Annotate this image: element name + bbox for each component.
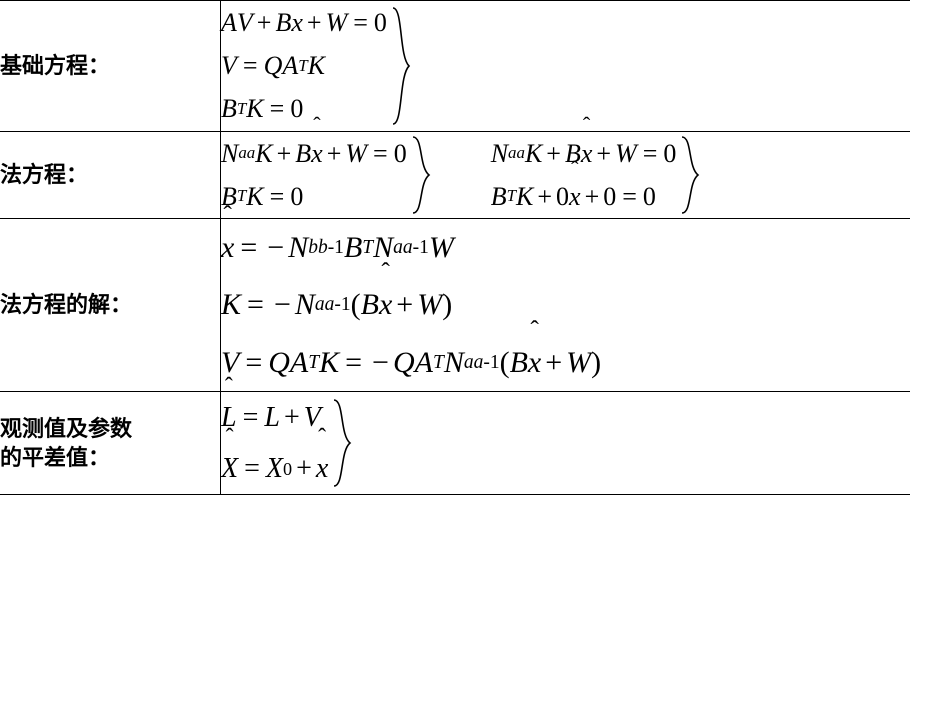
eqs-basic: AV + Bˆx + W = 0 V = QATK BTK = 0 — [221, 1, 911, 132]
row-adjusted: 观测值及参数 的平差值： ˆL = L + V ˆX = X0 + ˆx — [0, 392, 910, 495]
eq-solution-2: K = − Naa-1 (Bˆx + W) — [221, 286, 910, 324]
equation-table: 基础方程： AV + Bˆx + W = 0 V = QATK — [0, 0, 910, 495]
brace-icon — [391, 6, 411, 126]
eqs-normal: NaaK + Bˆx + W = 0 BTK = 0 — [221, 131, 911, 218]
page: 基础方程： AV + Bˆx + W = 0 V = QATK — [0, 0, 950, 713]
eq-basic-3: BTK = 0 — [221, 93, 387, 124]
eqs-solution: ˆx = − Nbb-1 BT Naa-1 W K = − Naa-1 (Bˆx… — [221, 218, 911, 392]
label-adjusted-line1: 观测值及参数 — [0, 416, 132, 441]
eq-normal-right-1: NaaK + Bˆx + W = 0 — [491, 138, 677, 169]
eq-normal-left-2: BTK = 0 — [221, 181, 407, 212]
label-solution: 法方程的解： — [0, 218, 221, 392]
label-normal-text: 法方程： — [0, 162, 88, 187]
eqs-adjusted: ˆL = L + V ˆX = X0 + ˆx — [221, 392, 911, 495]
label-normal: 法方程： — [0, 131, 221, 218]
row-basic-equation: 基础方程： AV + Bˆx + W = 0 V = QATK — [0, 1, 910, 132]
eq-basic-2: V = QATK — [221, 50, 387, 81]
eq-normal-right-2: BTK + 0ˆx + 0 = 0 — [491, 181, 677, 212]
row-normal-equation: 法方程： NaaK + Bˆx + W = 0 BTK — [0, 131, 910, 218]
label-solution-text: 法方程的解： — [0, 292, 132, 317]
eq-adjusted-2: ˆX = X0 + ˆx — [221, 451, 328, 486]
eq-basic-1: AV + Bˆx + W = 0 — [221, 7, 387, 38]
brace-icon — [680, 135, 700, 215]
brace-icon — [332, 398, 352, 488]
label-adjusted-line2: 的平差值： — [0, 445, 110, 470]
row-solution: 法方程的解： ˆx = − Nbb-1 BT Naa-1 W K = − Naa… — [0, 218, 910, 392]
label-basic-text: 基础方程： — [0, 53, 110, 78]
label-adjusted: 观测值及参数 的平差值： — [0, 392, 221, 495]
eq-normal-left-1: NaaK + Bˆx + W = 0 — [221, 138, 407, 169]
eq-adjusted-1: ˆL = L + V — [221, 400, 328, 435]
eq-solution-3: V = QATK = − QAT Naa-1 (Bˆx + W) — [221, 344, 910, 382]
brace-icon — [411, 135, 431, 215]
label-basic: 基础方程： — [0, 1, 221, 132]
eq-solution-1: ˆx = − Nbb-1 BT Naa-1 W — [221, 229, 910, 267]
